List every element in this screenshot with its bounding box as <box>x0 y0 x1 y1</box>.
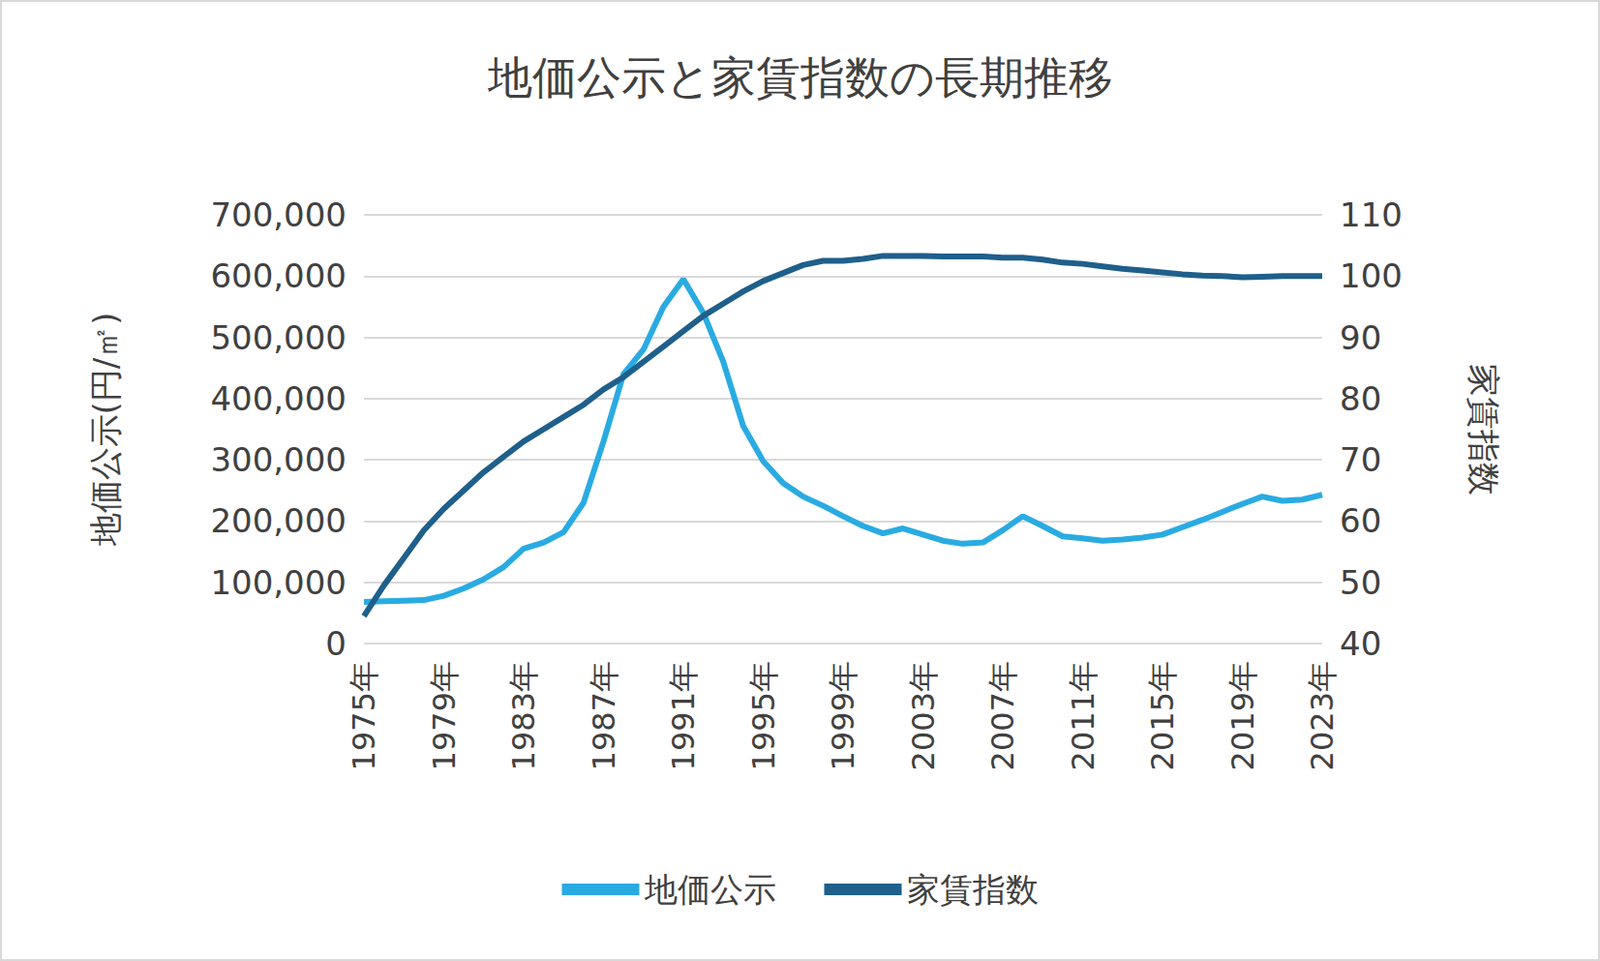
svg-text:2007年: 2007年 <box>984 661 1022 771</box>
svg-text:地価公示: 地価公示 <box>643 870 777 909</box>
svg-text:100,000: 100,000 <box>210 563 347 603</box>
svg-text:地価公示(円/㎡): 地価公示(円/㎡) <box>86 312 125 548</box>
svg-text:90: 90 <box>1339 318 1382 358</box>
svg-text:110: 110 <box>1339 195 1403 235</box>
svg-text:1995年: 1995年 <box>745 661 783 771</box>
svg-text:2015年: 2015年 <box>1144 661 1181 771</box>
svg-text:家賃指数: 家賃指数 <box>1464 363 1504 496</box>
svg-text:2023年: 2023年 <box>1303 661 1341 771</box>
svg-text:100: 100 <box>1339 256 1403 296</box>
svg-text:50: 50 <box>1339 563 1382 603</box>
svg-text:2003年: 2003年 <box>905 661 942 771</box>
svg-text:400,000: 400,000 <box>210 379 347 419</box>
svg-text:2011年: 2011年 <box>1064 661 1102 771</box>
svg-text:300,000: 300,000 <box>210 440 347 480</box>
svg-text:家賃指数: 家賃指数 <box>906 870 1039 909</box>
svg-text:40: 40 <box>1339 624 1382 664</box>
svg-text:700,000: 700,000 <box>210 195 347 235</box>
svg-text:500,000: 500,000 <box>210 318 347 358</box>
svg-text:70: 70 <box>1339 440 1382 480</box>
svg-text:600,000: 600,000 <box>210 256 347 296</box>
svg-text:1979年: 1979年 <box>425 661 463 771</box>
svg-text:2019年: 2019年 <box>1224 661 1262 771</box>
svg-text:1983年: 1983年 <box>505 661 543 771</box>
svg-text:1991年: 1991年 <box>664 661 702 771</box>
svg-text:地価公示と家賃指数の長期推移: 地価公示と家賃指数の長期推移 <box>486 51 1114 104</box>
svg-text:60: 60 <box>1339 501 1382 541</box>
svg-text:80: 80 <box>1339 379 1382 419</box>
svg-text:1975年: 1975年 <box>345 661 383 771</box>
svg-text:1999年: 1999年 <box>824 661 862 771</box>
svg-text:200,000: 200,000 <box>210 501 347 541</box>
svg-text:0: 0 <box>325 624 347 664</box>
svg-text:1987年: 1987年 <box>585 661 623 771</box>
